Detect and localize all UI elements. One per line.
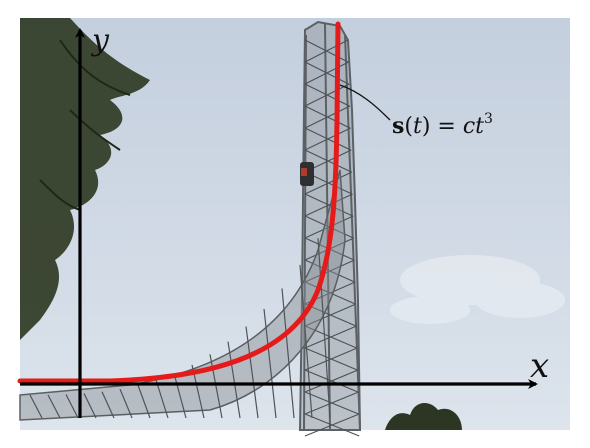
equation-open-paren: (	[404, 114, 413, 139]
equation-exponent: 3	[484, 111, 493, 127]
y-axis-label: y	[90, 23, 110, 58]
tree-foliage-left	[20, 18, 150, 340]
equation-ct: ct	[463, 114, 484, 139]
coaster-car	[300, 162, 314, 186]
annotation-leader-line	[339, 84, 391, 121]
coaster-track-structure	[19, 169, 346, 421]
equation-bold-s: s	[392, 113, 404, 139]
equation-t-variable: t	[413, 114, 422, 139]
curve-equation-label: s(t) = ct3	[392, 111, 493, 139]
trajectory-curve	[17, 21, 341, 384]
equation-equals: ) =	[422, 114, 463, 139]
x-axis-label: x	[530, 346, 549, 386]
tower-lattice	[304, 39, 360, 437]
clouds	[390, 255, 565, 324]
tree-foliage-bottom-right	[385, 403, 462, 430]
